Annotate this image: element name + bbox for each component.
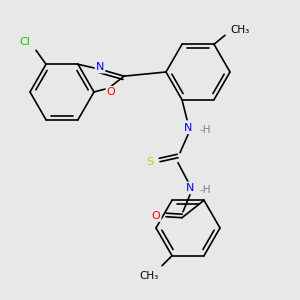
Text: O: O xyxy=(106,87,116,97)
Text: N: N xyxy=(184,123,192,133)
Text: -H: -H xyxy=(199,185,211,195)
Text: N: N xyxy=(186,183,194,193)
Text: CH₃: CH₃ xyxy=(140,271,159,281)
Text: -H: -H xyxy=(199,125,211,135)
Text: Cl: Cl xyxy=(20,37,30,47)
Text: CH₃: CH₃ xyxy=(230,25,249,35)
Text: N: N xyxy=(96,62,104,72)
Text: O: O xyxy=(152,211,160,221)
Text: S: S xyxy=(146,157,154,167)
